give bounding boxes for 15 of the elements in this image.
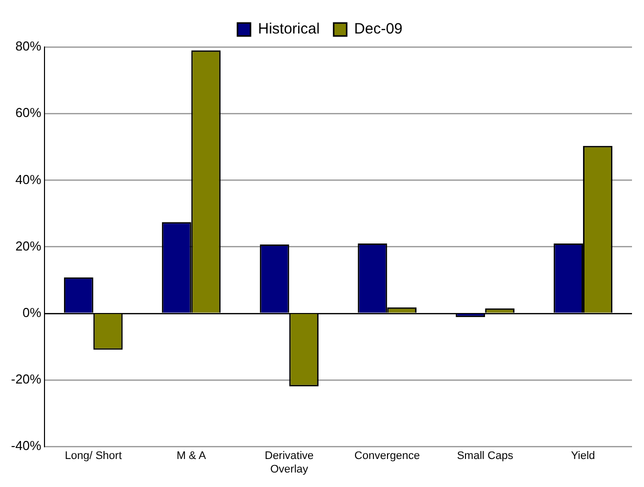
x-tick-label: Small Caps	[456, 450, 514, 462]
x-tick-label: Derivative Overlay	[264, 450, 314, 476]
x-tick-label: Long/ Short	[64, 450, 122, 462]
y-tick-label: 40%	[15, 172, 42, 187]
y-tick-label: -20%	[10, 372, 42, 387]
y-tick-label: -40%	[10, 438, 42, 454]
y-tick-label: 80%	[15, 38, 42, 54]
x-tick-label: M & A	[176, 450, 207, 462]
x-tick-label: Convergence	[354, 450, 420, 462]
y-tick-label: 60%	[15, 105, 42, 120]
x-tick-label: Yield	[571, 450, 596, 462]
y-tick-label: 20%	[15, 238, 42, 254]
y-tick-label: 0%	[22, 304, 42, 320]
legend-label: Historical	[258, 20, 320, 38]
legend-label: Dec-09	[354, 20, 403, 38]
